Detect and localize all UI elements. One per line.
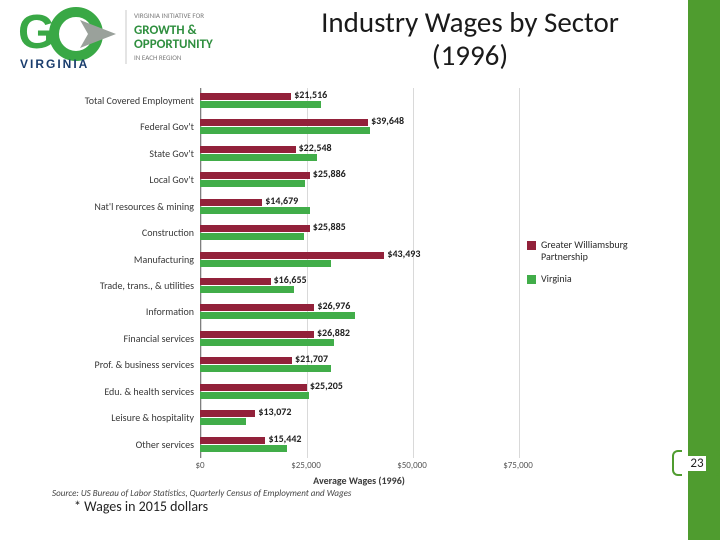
bar [200,101,321,108]
chart-row: Manufacturing $43,493 [52,247,518,273]
category-label: Construction [52,226,194,239]
bar [200,260,331,267]
bar [200,384,307,391]
bar [200,418,246,425]
x-tick-label: $50,000 [397,460,427,471]
x-axis-title: Average Wages (1996) [200,474,518,487]
value-label: $16,655 [274,273,307,286]
bar [200,225,310,232]
logo-bottom-text: IN EACH REGION [134,53,182,62]
bar [200,127,370,134]
x-tick-label: $0 [195,460,204,471]
legend-label: Greater Williamsburg Partnership [541,239,657,263]
logo-virginia-text: VIRGINIA [20,57,89,71]
category-label: Nat'l resources & mining [52,200,194,213]
bar [200,278,271,285]
logo-top-text: VIRGINIA INITIATIVE FOR [134,11,204,20]
value-label: $22,548 [299,141,332,154]
chart-row: Trade, trans., & utilities $16,655 [52,273,518,299]
x-tick-label: $75,000 [503,460,533,471]
legend: Greater Williamsburg Partnership Virginia [527,239,657,295]
chart-rows: Total Covered Employment $21,516 Federal G… [52,88,518,458]
bar [200,233,304,240]
bar [200,252,384,259]
chart-row: Prof. & business services $21,707 [52,352,518,378]
category-label: Total Covered Employment [52,94,194,107]
chart-row: Federal Gov't $39,648 [52,114,518,140]
chart-row: Information $26,976 [52,299,518,325]
bar [200,286,294,293]
page-number-badge: 23 [678,452,716,474]
x-ticks: $0$25,000$50,000$75,000 [200,460,518,474]
category-label: Manufacturing [52,253,194,266]
value-label: $14,679 [265,194,298,207]
logo-opportunity-text: OPPORTUNITY [134,37,213,52]
value-label: $13,072 [258,405,291,418]
circle-arrow-icon [54,12,116,56]
category-label: Local Gov't [52,173,194,186]
bar [200,410,255,417]
bar [200,154,317,161]
value-label: $21,707 [295,352,328,365]
value-label: $26,976 [317,299,350,312]
category-label: Other services [52,438,194,451]
chart-row: Edu. & health services $25,205 [52,379,518,405]
chart-row: Local Gov't $25,886 [52,167,518,193]
bar [200,365,331,372]
chart-row: State Gov't $22,548 [52,141,518,167]
category-label: State Gov't [52,147,194,160]
bar [200,93,291,100]
value-label: $21,516 [294,88,327,101]
chart-row: Construction $25,885 [52,220,518,246]
value-label: $25,886 [313,167,346,180]
value-label: $25,885 [313,220,346,233]
bar [200,331,314,338]
value-label: $25,205 [310,379,343,392]
bar [200,304,314,311]
page-number: 23 [688,456,705,471]
bar [200,312,355,319]
category-label: Trade, trans., & utilities [52,279,194,292]
bar [200,207,310,214]
chart-row: Financial services $26,882 [52,326,518,352]
category-label: Information [52,305,194,318]
page-title: Industry Wages by Sector (1996) [280,6,660,73]
bar [200,180,305,187]
bar [200,119,368,126]
value-label: $39,648 [371,114,404,127]
slide: 23 G VIRGINIA VIRGINIA INITIATIVE FOR GR… [0,0,720,540]
bar [200,445,287,452]
footnote: * Wages in 2015 dollars [74,498,208,515]
bar [200,437,265,444]
category-label: Leisure & hospitality [52,411,194,424]
category-label: Prof. & business services [52,358,194,371]
bar [200,339,334,346]
category-label: Financial services [52,332,194,345]
x-tick-label: $25,000 [291,460,321,471]
chart-row: Total Covered Employment $21,516 [52,88,518,114]
logo-growth-text: GROWTH & [134,23,197,38]
chart-row: Nat'l resources & mining $14,679 [52,194,518,220]
wages-chart: Total Covered Employment $21,516 Federal G… [52,84,664,494]
legend-swatch [527,275,536,284]
category-label: Federal Gov't [52,120,194,133]
legend-item: Virginia [527,273,657,285]
bar [200,172,310,179]
go-virginia-logo: G VIRGINIA VIRGINIA INITIATIVE FOR GROWT… [18,4,264,79]
chart-row: Leisure & hospitality $13,072 [52,405,518,431]
bar [200,357,292,364]
value-label: $43,493 [387,247,420,260]
bar [200,392,309,399]
chart-row: Other services $15,442 [52,432,518,458]
legend-swatch [527,241,536,250]
category-label: Edu. & health services [52,385,194,398]
bar [200,199,262,206]
legend-label: Virginia [541,273,572,285]
legend-item: Greater Williamsburg Partnership [527,239,657,263]
value-label: $26,882 [317,326,350,339]
value-label: $15,442 [268,432,301,445]
bar [200,146,296,153]
